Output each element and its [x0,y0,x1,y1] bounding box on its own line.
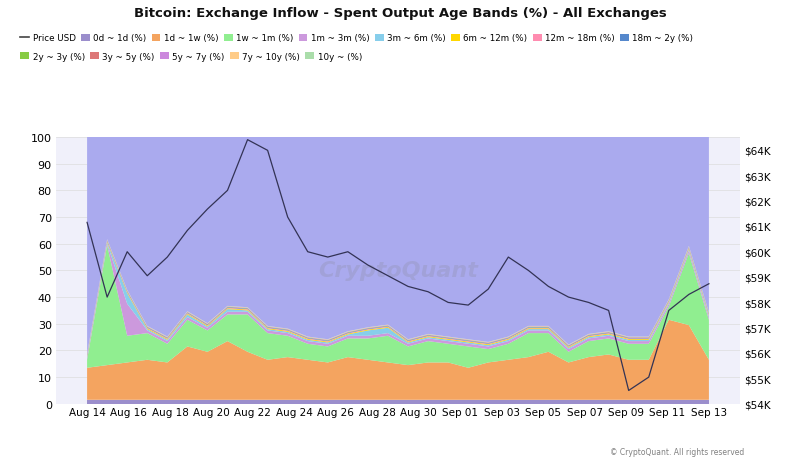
Text: © CryptoQuant. All rights reserved: © CryptoQuant. All rights reserved [610,448,744,456]
Text: Bitcoin: Exchange Inflow - Spent Output Age Bands (%) - All Exchanges: Bitcoin: Exchange Inflow - Spent Output … [134,7,666,20]
Text: CryptoQuant: CryptoQuant [318,261,478,281]
Legend: 2y ~ 3y (%), 3y ~ 5y (%), 5y ~ 7y (%), 7y ~ 10y (%), 10y ~ (%): 2y ~ 3y (%), 3y ~ 5y (%), 5y ~ 7y (%), 7… [20,53,362,62]
Legend: Price USD, 0d ~ 1d (%), 1d ~ 1w (%), 1w ~ 1m (%), 1m ~ 3m (%), 3m ~ 6m (%), 6m ~: Price USD, 0d ~ 1d (%), 1d ~ 1w (%), 1w … [20,34,694,43]
